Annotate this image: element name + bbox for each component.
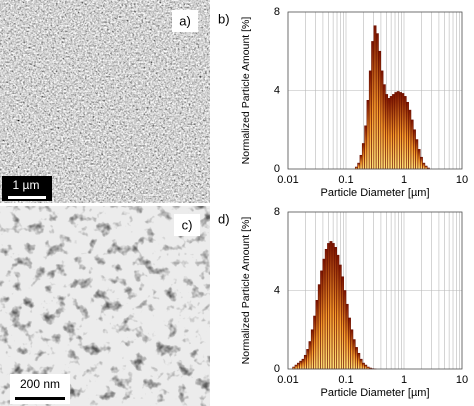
panel-label: b): [218, 11, 230, 26]
x-tick-label: 0.01: [277, 174, 298, 186]
bar: [296, 362, 300, 370]
bar: [408, 109, 412, 170]
y-tick-label: 8: [274, 6, 280, 18]
bar: [389, 96, 393, 170]
bar: [336, 254, 340, 370]
bar: [378, 50, 382, 170]
bar: [359, 358, 363, 370]
bar: [392, 94, 396, 170]
bar: [412, 129, 416, 170]
bar: [375, 33, 379, 170]
bar: [299, 360, 303, 370]
bar: [345, 303, 349, 370]
bar: [343, 290, 347, 370]
x-axis-label: Particle Diameter [µm]: [320, 387, 429, 399]
bar: [334, 247, 338, 370]
x-tick-label: 0.1: [338, 374, 353, 386]
bar: [401, 93, 405, 170]
bar: [308, 341, 312, 370]
bar: [366, 100, 370, 170]
bar: [368, 70, 372, 170]
chart: 0.01 0.1 1 10 0 4 8 Particle Diameter [µm] Norma…: [218, 206, 468, 399]
x-tick-label: 1: [401, 374, 407, 386]
bar: [371, 41, 375, 170]
bar: [415, 139, 419, 170]
bar: [380, 70, 384, 170]
x-tick-label: 0.01: [277, 374, 298, 386]
bar: [396, 91, 400, 170]
bar: [327, 243, 331, 370]
bar: [357, 352, 361, 370]
y-axis-label: Normalized Particle Amount [%]: [240, 17, 252, 165]
bar: [410, 119, 414, 170]
bar: [382, 84, 386, 170]
bar: [357, 162, 361, 170]
y-tick-label: 4: [274, 84, 280, 96]
bar: [301, 358, 305, 370]
y-tick-label: 0: [274, 363, 280, 375]
bar: [352, 339, 356, 370]
y-tick-label: 0: [274, 163, 280, 175]
bar: [338, 264, 342, 370]
bar: [354, 347, 358, 370]
chart: 0.01 0.1 1 10 0 4 8 Particle Diameter [µm] Norma…: [218, 6, 468, 199]
bar: [315, 300, 319, 370]
scale-bar-label: 1 µm: [13, 178, 40, 192]
bar: [361, 143, 365, 170]
bar: [350, 329, 354, 370]
bar: [310, 329, 314, 370]
y-tick-label: 8: [274, 206, 280, 218]
bar: [359, 154, 363, 170]
bar: [341, 276, 344, 370]
y-tick-label: 4: [274, 284, 280, 296]
bar: [373, 25, 377, 170]
bar: [331, 243, 335, 370]
bar: [324, 248, 328, 370]
bar: [387, 98, 391, 170]
bar: [303, 354, 307, 370]
bar: [320, 270, 324, 370]
bar: [394, 92, 398, 170]
x-tick-label: 10: [456, 174, 468, 186]
bar: [306, 349, 310, 370]
bar: [317, 284, 321, 370]
bar: [313, 315, 317, 370]
bar: [361, 362, 365, 370]
bar: [417, 149, 421, 170]
bar: [424, 165, 428, 170]
bar: [294, 364, 298, 370]
panel-label: a): [179, 13, 191, 28]
bar: [419, 156, 423, 170]
bar: [364, 364, 368, 370]
bar: [399, 92, 402, 170]
bar: [348, 317, 351, 370]
bar: [385, 94, 389, 170]
scale-bar-label: 200 nm: [20, 377, 60, 391]
tem-image: c) 200 nm: [0, 206, 210, 406]
x-tick-label: 10: [456, 374, 468, 386]
bar: [406, 101, 409, 170]
sem-image: a) 1 µm: [0, 0, 210, 203]
panel-label: d): [218, 211, 230, 226]
panel-label: c): [182, 217, 193, 232]
y-axis-label: Normalized Particle Amount [%]: [240, 217, 252, 365]
bar: [329, 241, 333, 370]
x-axis-label: Particle Diameter [µm]: [320, 187, 429, 199]
bar: [322, 258, 326, 370]
bar: [422, 162, 426, 170]
bar: [364, 125, 368, 170]
bar: [403, 96, 407, 170]
plot-frame: [287, 11, 463, 170]
x-tick-label: 0.1: [338, 174, 353, 186]
plot-frame: [287, 211, 463, 370]
x-tick-label: 1: [401, 174, 407, 186]
